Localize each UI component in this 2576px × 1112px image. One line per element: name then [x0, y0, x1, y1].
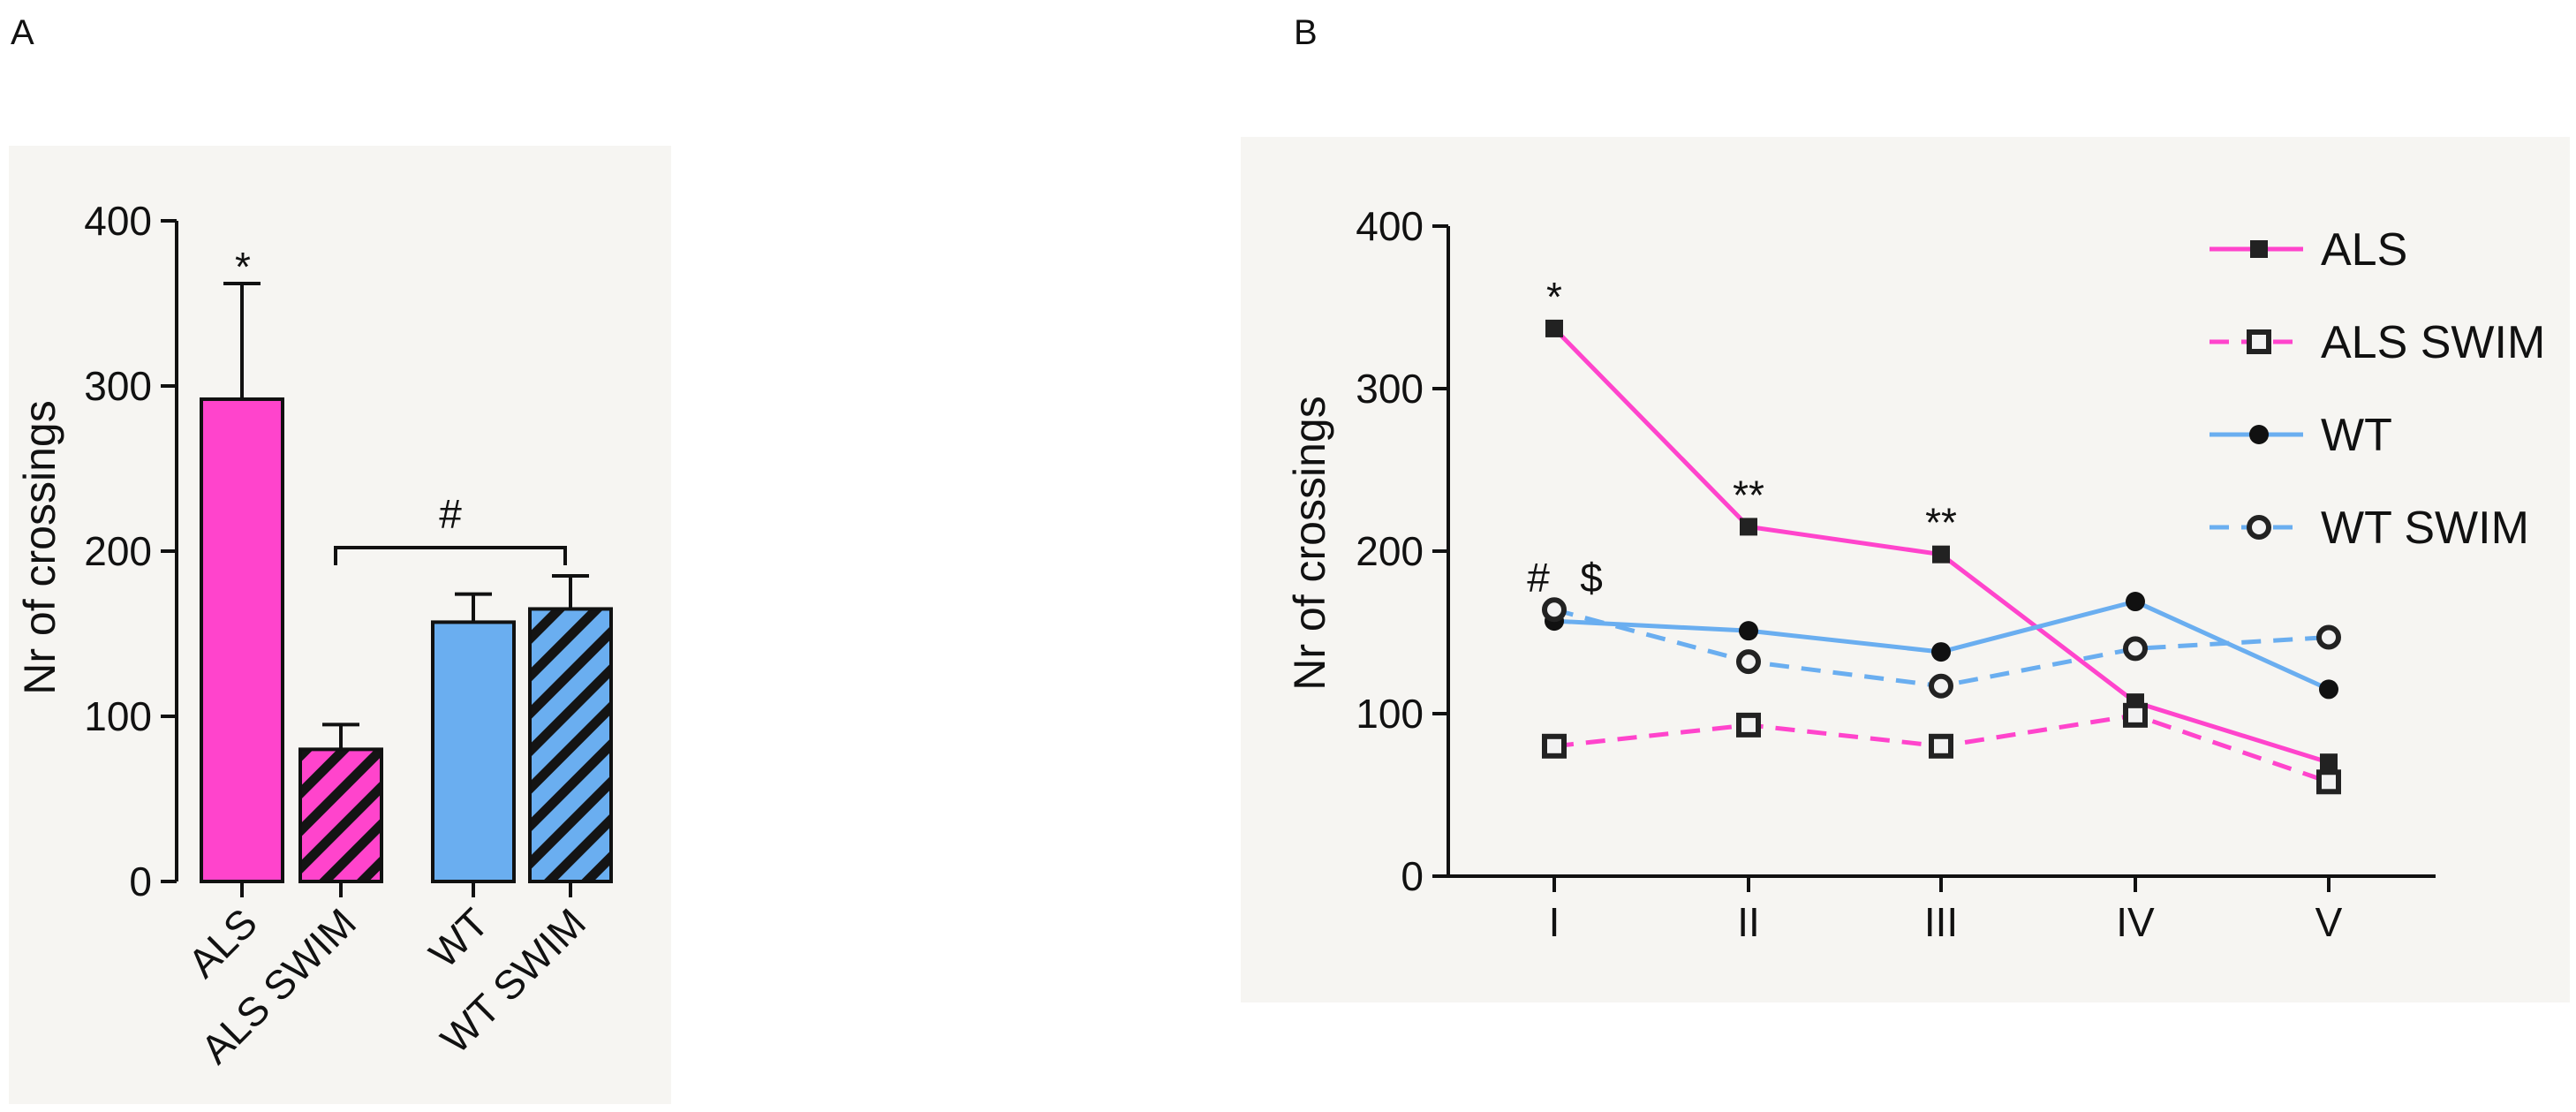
bar-als — [200, 397, 284, 883]
point-wt-swim — [1542, 597, 1567, 623]
y-tick-label-b: 200 — [1356, 528, 1424, 574]
comparison-bracket — [334, 546, 567, 565]
annotations-a: * # — [235, 244, 567, 565]
series-markers-b — [1542, 319, 2341, 795]
point-als-swim — [1542, 733, 1567, 759]
significance-marker-b: $ — [1580, 555, 1603, 601]
legend-marker-als — [2250, 240, 2268, 258]
point-als-swim — [1736, 712, 1761, 738]
point-wt-swim — [2123, 636, 2148, 662]
y-tick-label-a: 200 — [84, 528, 152, 574]
point-als-swim — [2316, 769, 2341, 795]
y-tick-label-b: 300 — [1356, 366, 1424, 412]
legend: ALS ALS SWIM WT WT SWIM — [2210, 224, 2545, 554]
bar-wt-swim — [528, 607, 613, 883]
bar-wt — [431, 620, 516, 883]
panel-b-label: B — [1294, 13, 1318, 52]
bracket-hash: # — [439, 491, 462, 537]
significance-marker-b: # — [1527, 555, 1550, 601]
x-tick-label-b: III — [1924, 899, 1958, 945]
y-axis-ticks-a: 0 100 200 300 400 — [84, 198, 177, 904]
point-als — [1932, 545, 1950, 564]
x-tick-label-b: V — [2315, 899, 2343, 945]
annotations-b: *****# $ — [1527, 274, 1957, 601]
significance-star-als: * — [235, 244, 251, 290]
significance-marker-b: ** — [1733, 472, 1764, 518]
legend-marker-als-swim — [2247, 329, 2271, 354]
x-tick-label-b: I — [1549, 899, 1560, 945]
point-wt-swim — [2316, 624, 2341, 650]
point-wt — [2319, 679, 2338, 700]
point-wt-swim — [1929, 673, 1953, 699]
point-wt-swim — [1736, 649, 1761, 675]
panel-a-label: A — [11, 13, 34, 52]
y-tick-label-a: 0 — [129, 859, 152, 904]
point-als — [1545, 319, 1563, 337]
y-tick-label-b: 100 — [1356, 691, 1424, 737]
legend-marker-wt-swim — [2247, 515, 2271, 540]
panel-b-background — [1241, 137, 2570, 1002]
y-tick-label-a: 100 — [84, 693, 152, 739]
x-tick-label-b: II — [1737, 899, 1760, 945]
point-als — [2320, 753, 2338, 772]
bar-als-swim — [298, 747, 383, 884]
point-wt — [1739, 621, 1758, 641]
point-als-swim — [1929, 733, 1953, 759]
point-wt — [2126, 592, 2145, 612]
point-als — [1740, 518, 1757, 536]
y-tick-label-b: 400 — [1356, 203, 1424, 249]
x-axis-ticks-b: I II III IV V — [1549, 876, 2343, 945]
legend-label-wt: WT — [2321, 410, 2392, 461]
legend-label-wt-swim: WT SWIM — [2321, 503, 2529, 554]
point-als-swim — [2123, 702, 2148, 728]
bars-a — [200, 282, 613, 884]
y-axis-label-b: Nr of crossings — [1285, 396, 1334, 690]
x-tick-label-b: IV — [2116, 899, 2155, 945]
y-tick-label-a: 400 — [84, 198, 152, 244]
legend-label-als: ALS — [2321, 224, 2407, 276]
significance-marker-b: * — [1546, 274, 1562, 320]
legend-marker-wt — [2249, 425, 2269, 444]
y-tick-label-b: 0 — [1401, 853, 1424, 899]
point-wt — [1931, 642, 1951, 662]
legend-label-als-swim: ALS SWIM — [2321, 317, 2545, 368]
significance-marker-b: ** — [1925, 500, 1957, 546]
y-axis-label-a: Nr of crossings — [15, 400, 64, 694]
y-axis-ticks-b: 0 100 200 300 400 — [1356, 203, 1448, 899]
y-tick-label-a: 300 — [84, 363, 152, 409]
